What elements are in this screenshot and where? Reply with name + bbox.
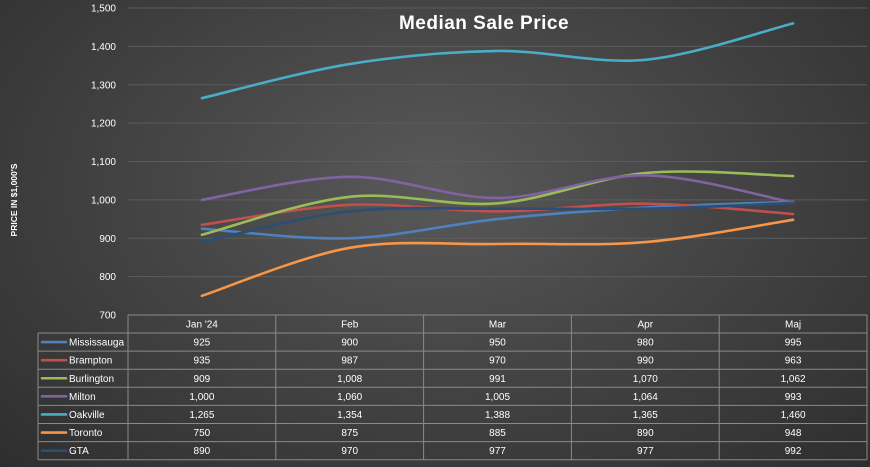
legend-label: GTA [69, 446, 89, 457]
data-cell: 1,060 [337, 392, 362, 403]
x-category-label: Maj [785, 320, 801, 331]
series-line-toronto [200, 218, 795, 298]
data-cell: 995 [785, 338, 802, 349]
data-cell: 992 [785, 446, 802, 457]
data-cell: 1,365 [633, 410, 658, 421]
data-cell: 1,388 [485, 410, 510, 421]
data-cell: 963 [785, 356, 802, 367]
y-tick-label: 1,300 [91, 80, 116, 91]
data-cell: 970 [489, 356, 506, 367]
data-cell: 1,008 [337, 374, 362, 385]
series-line-burlington [200, 170, 795, 237]
chart-title: Median Sale Price [399, 13, 569, 34]
data-cell: 980 [637, 338, 654, 349]
series-line-gta [200, 201, 795, 244]
data-cell: 977 [637, 446, 654, 457]
data-cell: 935 [194, 356, 211, 367]
data-cell: 925 [194, 338, 211, 349]
data-cell: 885 [489, 428, 506, 439]
y-tick-label: 1,400 [91, 42, 116, 53]
y-tick-label: 1,200 [91, 119, 116, 130]
data-cell: 991 [489, 374, 506, 385]
y-tick-label: 700 [99, 311, 116, 322]
data-cell: 993 [785, 392, 802, 403]
data-cell: 1,064 [633, 392, 658, 403]
x-category-label: Feb [341, 320, 359, 331]
legend-label: Burlington [69, 374, 114, 385]
data-cell: 1,005 [485, 392, 510, 403]
data-cell: 890 [194, 446, 211, 457]
legend-label: Mississauga [69, 338, 124, 349]
y-tick-label: 800 [99, 272, 116, 283]
legend-label: Toronto [69, 428, 103, 439]
data-cell: 750 [194, 428, 211, 439]
data-cell: 1,265 [189, 410, 214, 421]
data-cell: 1,070 [633, 374, 658, 385]
data-cell: 909 [194, 374, 211, 385]
legend-label: Milton [69, 392, 96, 403]
data-cell: 1,000 [189, 392, 214, 403]
data-cell: 1,062 [781, 374, 806, 385]
data-cell: 990 [637, 356, 654, 367]
data-cell: 950 [489, 338, 506, 349]
legend-label: Oakville [69, 410, 105, 421]
x-category-label: Apr [638, 320, 654, 331]
y-tick-label: 1,100 [91, 157, 116, 168]
y-tick-label: 1,500 [91, 4, 116, 15]
data-cell: 977 [489, 446, 506, 457]
data-cell: 1,354 [337, 410, 362, 421]
y-tick-label: 900 [99, 234, 116, 245]
data-cell: 875 [341, 428, 358, 439]
series-line-oakville [200, 22, 795, 100]
data-cell: 987 [341, 356, 358, 367]
y-axis-label: PRICE IN $1,000'S [9, 163, 19, 236]
data-cell: 1,460 [781, 410, 806, 421]
data-cell: 900 [341, 338, 358, 349]
x-category-label: Mar [489, 320, 507, 331]
y-tick-label: 1,000 [91, 195, 116, 206]
legend-label: Brampton [69, 356, 112, 367]
data-cell: 890 [637, 428, 654, 439]
data-cell: 948 [785, 428, 802, 439]
series-line-milton [200, 174, 795, 204]
x-category-label: Jan '24 [186, 320, 218, 331]
data-cell: 970 [341, 446, 358, 457]
